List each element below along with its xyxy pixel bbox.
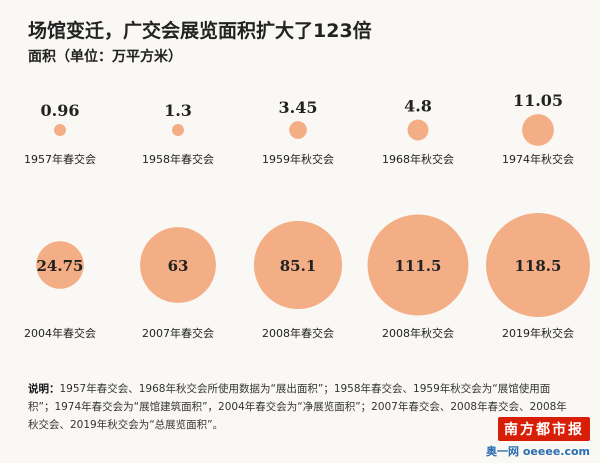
value-label-6: 24.75 <box>37 257 84 275</box>
bubble-8 <box>253 220 343 310</box>
value-label-2: 1.3 <box>164 101 192 120</box>
bubble-5 <box>522 114 554 146</box>
category-label-10: 2019年秋交会 <box>502 326 574 340</box>
bubble-10 <box>486 213 590 317</box>
chart-subtitle: 面积（单位：万平方米） <box>28 49 182 65</box>
footnote: 说明：1957年春交会、1968年秋交会所使用数据为“展出面积”；1958年春交… <box>28 380 576 434</box>
value-label-9: 111.5 <box>395 257 442 275</box>
category-label-3: 1959年秋交会 <box>262 152 334 166</box>
value-label-8: 85.1 <box>280 257 317 275</box>
bubble-chart: 0.96 1957年春交会 1.3 1958年春交会 3.45 1959年秋交会 4.8 19… <box>24 91 590 340</box>
value-label-7: 63 <box>168 257 189 275</box>
category-label-9: 2008年秋交会 <box>382 326 454 340</box>
bubble-2 <box>172 124 184 136</box>
bubble-6 <box>36 241 84 289</box>
bubble-1 <box>54 124 66 136</box>
footnote-text: 1957年春交会、1968年秋交会所使用数据为“展出面积”；1958年春交会、1… <box>28 383 567 431</box>
site-watermark: 奥一网 oeeee.com <box>486 445 590 458</box>
category-label-1: 1957年春交会 <box>24 152 96 166</box>
bubble-3 <box>289 121 307 139</box>
value-label-10: 118.5 <box>515 257 562 275</box>
category-label-7: 2007年春交会 <box>142 326 214 340</box>
newspaper-logo: 南方都市报 <box>498 417 590 441</box>
value-label-1: 0.96 <box>41 101 80 120</box>
bubble-4 <box>407 119 429 141</box>
category-label-6: 2004年春交会 <box>24 326 96 340</box>
category-label-5: 1974年秋交会 <box>502 152 574 166</box>
category-label-2: 1958年春交会 <box>142 152 214 166</box>
bubble-9 <box>367 214 469 316</box>
value-label-4: 4.8 <box>404 97 432 116</box>
category-label-4: 1968年秋交会 <box>382 152 454 166</box>
chart-title: 场馆变迁，广交会展览面积扩大了123倍 <box>28 20 372 42</box>
bubble-7 <box>140 227 216 303</box>
value-label-3: 3.45 <box>279 98 318 117</box>
category-label-8: 2008年春交会 <box>262 326 334 340</box>
footnote-label: 说明： <box>28 383 60 395</box>
value-label-5: 11.05 <box>513 91 563 110</box>
